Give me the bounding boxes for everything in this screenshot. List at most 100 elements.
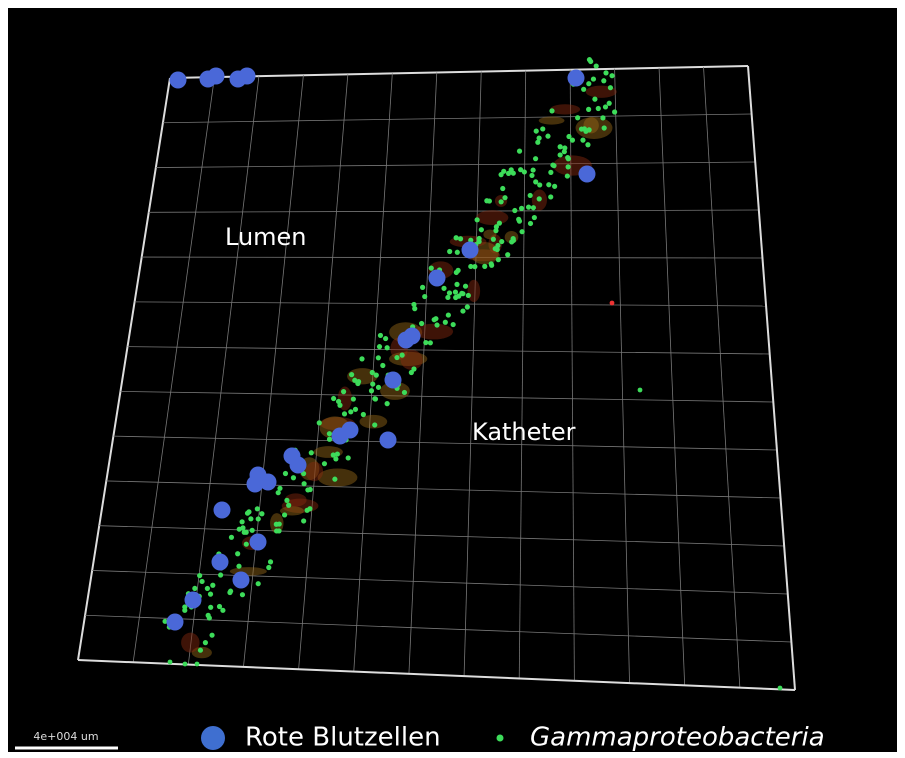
bacterium <box>168 660 173 665</box>
bacterium <box>376 385 381 390</box>
bacterium <box>526 205 531 210</box>
bacterium <box>495 247 500 252</box>
bacterium <box>309 450 314 455</box>
bacterium <box>558 144 563 149</box>
bacterium <box>603 104 608 109</box>
bacterium <box>458 236 463 241</box>
bacterium <box>565 173 570 178</box>
bacterium <box>282 512 287 517</box>
katheter-label: Katheter <box>472 418 576 446</box>
bacterium <box>475 217 480 222</box>
bacterium <box>546 182 551 187</box>
bacterium <box>336 399 341 404</box>
bacterium <box>537 196 542 201</box>
bacterium <box>479 227 484 232</box>
bacterium <box>419 321 424 326</box>
bacterium <box>372 422 377 427</box>
bacterium <box>537 182 542 187</box>
bacterium <box>463 284 468 289</box>
bacterium <box>592 97 597 102</box>
bacterium <box>607 101 612 106</box>
bacterium <box>455 250 460 255</box>
bacterium <box>244 542 249 547</box>
bacterium <box>608 85 613 90</box>
bacterium <box>549 108 554 113</box>
bacterium <box>443 320 448 325</box>
bacterium <box>575 115 580 120</box>
bacterium <box>428 340 433 345</box>
bacterium <box>199 579 204 584</box>
blood-cell <box>250 534 267 551</box>
bacterium <box>372 396 377 401</box>
bacterium <box>341 389 346 394</box>
haze <box>318 468 358 486</box>
bacterium <box>284 498 289 503</box>
bacterium <box>497 221 502 226</box>
bacterium <box>603 70 608 75</box>
bacterium <box>256 581 261 586</box>
bacterium <box>227 590 232 595</box>
bacterium <box>596 106 601 111</box>
bacterium <box>302 481 307 486</box>
bacterium <box>208 592 213 597</box>
bacterium <box>601 78 606 83</box>
bacterium <box>383 336 388 341</box>
bacterium <box>327 431 332 436</box>
blood-cell <box>462 242 479 259</box>
bacterium <box>580 138 585 143</box>
bacterium <box>534 128 539 133</box>
bacterium <box>581 87 586 92</box>
bacterium <box>192 586 197 591</box>
bacterium <box>374 373 379 378</box>
bacterium <box>484 198 489 203</box>
bacterium <box>562 145 567 150</box>
bacterium <box>472 264 477 269</box>
bacterium <box>532 215 537 220</box>
bacterium <box>422 294 427 299</box>
bacterium <box>210 583 215 588</box>
blood-cell <box>185 592 202 609</box>
microscopy-view: Lumen Katheter 4e+004 um Rote Blutzellen… <box>0 0 905 758</box>
bacterium <box>317 420 322 425</box>
haze <box>181 633 199 653</box>
bacterium <box>447 290 452 295</box>
bacterium <box>511 171 516 176</box>
bacterium <box>540 126 545 131</box>
bacterium <box>217 604 222 609</box>
bacterium <box>240 519 245 524</box>
blood-cell <box>579 166 596 183</box>
bacterium <box>456 293 461 298</box>
bacterium <box>591 76 596 81</box>
blood-cell <box>212 554 229 571</box>
bacterium <box>465 304 470 309</box>
bacterium <box>332 477 337 482</box>
bacterium <box>638 388 643 393</box>
bacterium <box>460 308 465 313</box>
bacterium <box>551 163 556 168</box>
legend-blue-dot <box>201 726 225 750</box>
bacterium <box>454 270 459 275</box>
bacterium <box>491 237 496 242</box>
bacterium <box>533 156 538 161</box>
bacterium <box>466 293 471 298</box>
bacterium <box>274 522 279 527</box>
bacterium <box>446 312 451 317</box>
bacterium <box>600 115 605 120</box>
bacterium <box>602 125 607 130</box>
bacterium <box>182 608 187 613</box>
bacterium <box>585 142 590 147</box>
haze <box>305 462 323 482</box>
bacterium <box>308 487 313 492</box>
bacterium <box>346 455 351 460</box>
legend-label: Rote Blutzellen <box>245 723 441 753</box>
bacterium <box>198 648 203 653</box>
bacterium <box>531 167 536 172</box>
bacterium <box>331 396 336 401</box>
blood-cell <box>247 476 264 493</box>
bacterium <box>206 613 211 618</box>
bacterium <box>499 239 504 244</box>
lumen-label: Lumen <box>225 223 307 251</box>
bacterium <box>255 506 260 511</box>
bacterium <box>359 356 364 361</box>
blood-cell <box>239 68 256 85</box>
